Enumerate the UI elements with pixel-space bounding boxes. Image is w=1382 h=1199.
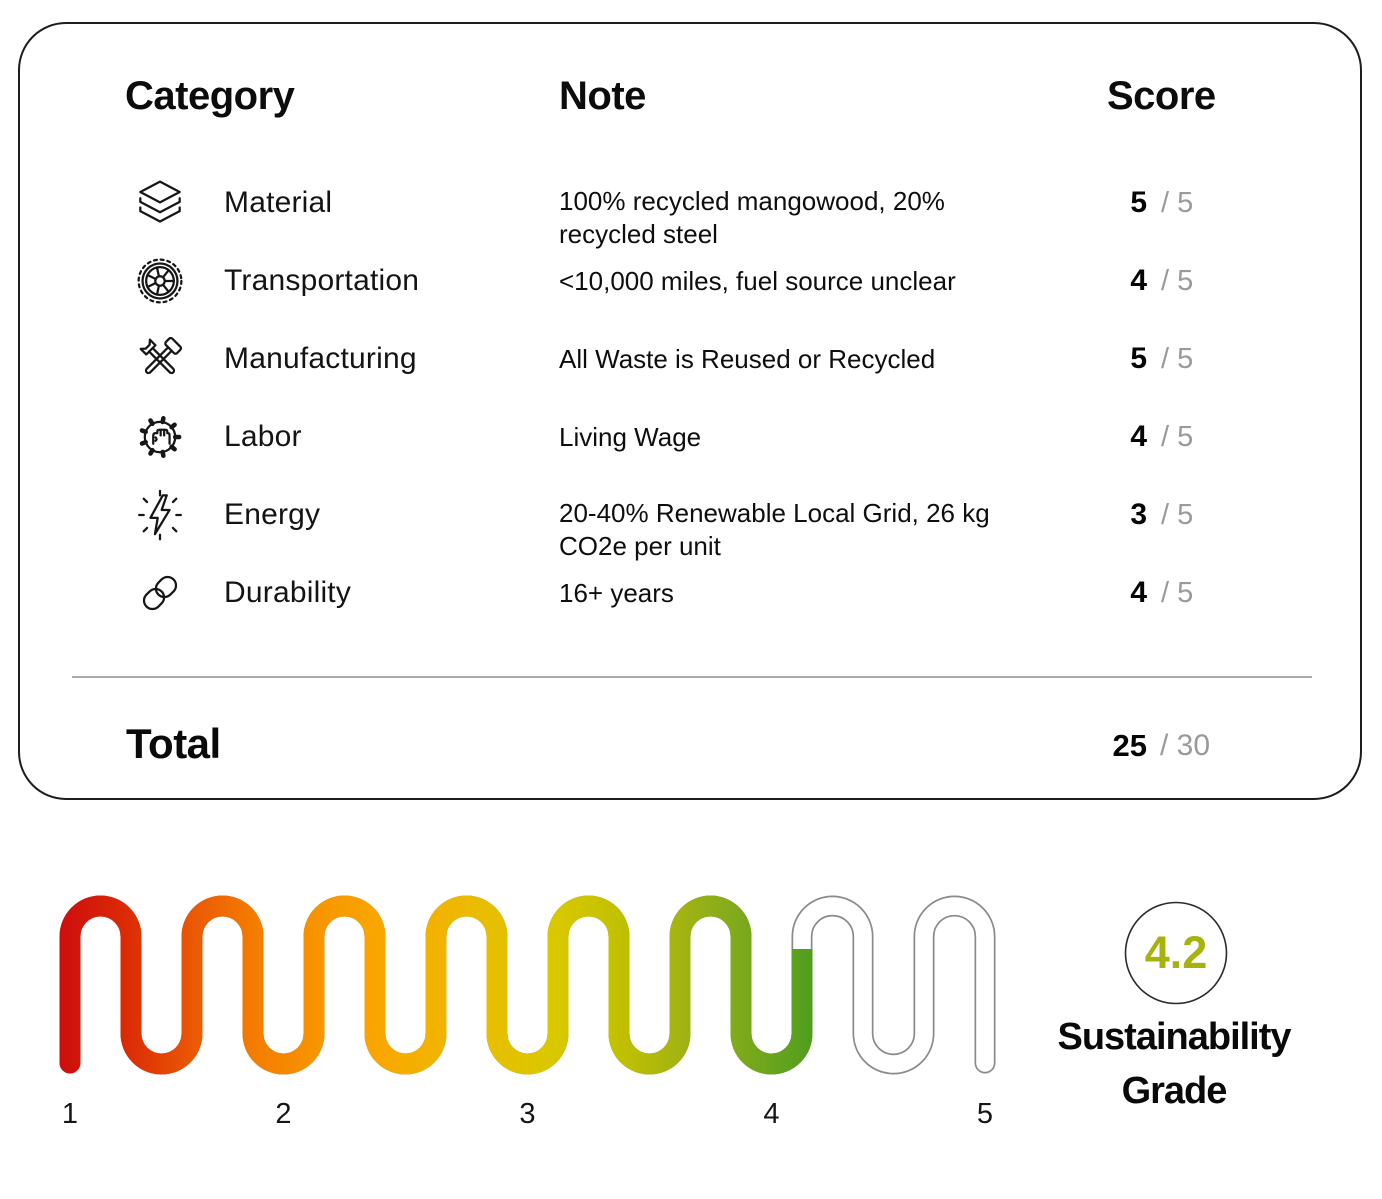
note-text: <10,000 miles, fuel source unclear (559, 265, 956, 296)
column-header-note: Note (559, 74, 646, 118)
category-label: Transportation (224, 264, 420, 297)
gauge-tick-label: 2 (275, 1098, 291, 1130)
score-value: 3 (1130, 498, 1147, 531)
gauge-tick-label: 4 (763, 1098, 779, 1130)
score-max: / 5 (1161, 186, 1194, 219)
total-divider (72, 676, 1312, 678)
gauge-tick-label: 1 (62, 1098, 78, 1130)
layers-icon (120, 176, 200, 230)
score-max: / 5 (1161, 420, 1194, 453)
total-score: 25 / 30 (1029, 728, 1211, 764)
category-label: Energy (224, 498, 321, 531)
score-cell: 3 / 5 (1029, 498, 1346, 532)
sustainability-scorecard: Category Note Score Material 100% recycle… (18, 22, 1362, 800)
score-cell: 5 / 5 (1029, 342, 1346, 376)
score-cell: 4 / 5 (1029, 576, 1346, 610)
grade-label-line2: Grade (1122, 1070, 1227, 1112)
gauge-track-outline (59, 895, 996, 1075)
scorecard-rows: Material 100% recycled mangowood, 20% rec… (120, 164, 1346, 632)
grade-circle (1124, 901, 1228, 1005)
score-value: 5 (1130, 186, 1147, 219)
category-label: Durability (224, 576, 352, 609)
note-text: 16+ years (559, 577, 674, 608)
table-row: Transportation <10,000 miles, fuel source… (120, 242, 1346, 320)
note-text: Living Wage (559, 421, 702, 452)
table-row: Durability 16+ years 4 / 5 (120, 554, 1346, 632)
table-row: Labor Living Wage 4 / 5 (120, 398, 1346, 476)
category-label: Material (224, 186, 333, 219)
gauge-fill (59, 895, 813, 1075)
tools-icon (120, 332, 200, 386)
category-label: Labor (224, 420, 302, 453)
score-max: / 5 (1161, 264, 1194, 297)
column-header-category: Category (125, 74, 295, 118)
column-header-score: Score (1107, 74, 1216, 118)
note-text: All Waste is Reused or Recycled (559, 343, 936, 374)
score-value: 5 (1130, 342, 1147, 375)
note-text: 20-40% Renewable Local Grid, 26 kg CO2e … (559, 498, 990, 561)
gauge-tick-label: 3 (519, 1098, 535, 1130)
sustainability-gauge: 1 2 3 4 5 4.2 Sustainability Grade (59, 895, 1292, 1130)
grade-value: 4.2 (1145, 927, 1208, 978)
energy-icon (120, 488, 200, 542)
table-row: Energy 20-40% Renewable Local Grid, 26 kg… (120, 476, 1346, 561)
total-score-max: / 30 (1160, 729, 1211, 762)
gauge-track-core (61, 897, 994, 1073)
score-cell: 4 / 5 (1029, 420, 1346, 454)
gauge-tick-label: 5 (977, 1098, 993, 1130)
tire-icon (120, 254, 200, 308)
total-label: Total (126, 720, 221, 767)
score-value: 4 (1130, 420, 1147, 453)
total-score-value: 25 (1112, 728, 1147, 763)
score-value: 4 (1130, 576, 1147, 609)
note-text: 100% recycled mangowood, 20% recycled st… (559, 186, 945, 249)
category-label: Manufacturing (224, 342, 417, 375)
score-value: 4 (1130, 264, 1147, 297)
score-cell: 4 / 5 (1029, 264, 1346, 298)
score-cell: 5 / 5 (1029, 186, 1346, 220)
grade-label-line1: Sustainability (1057, 1016, 1291, 1058)
labor-icon (120, 410, 200, 464)
score-max: / 5 (1161, 342, 1194, 375)
chain-icon (120, 566, 200, 620)
score-max: / 5 (1161, 576, 1194, 609)
table-row: Material 100% recycled mangowood, 20% rec… (120, 164, 1346, 249)
table-row: Manufacturing All Waste is Reused or Recy… (120, 320, 1346, 398)
score-max: / 5 (1161, 498, 1194, 531)
